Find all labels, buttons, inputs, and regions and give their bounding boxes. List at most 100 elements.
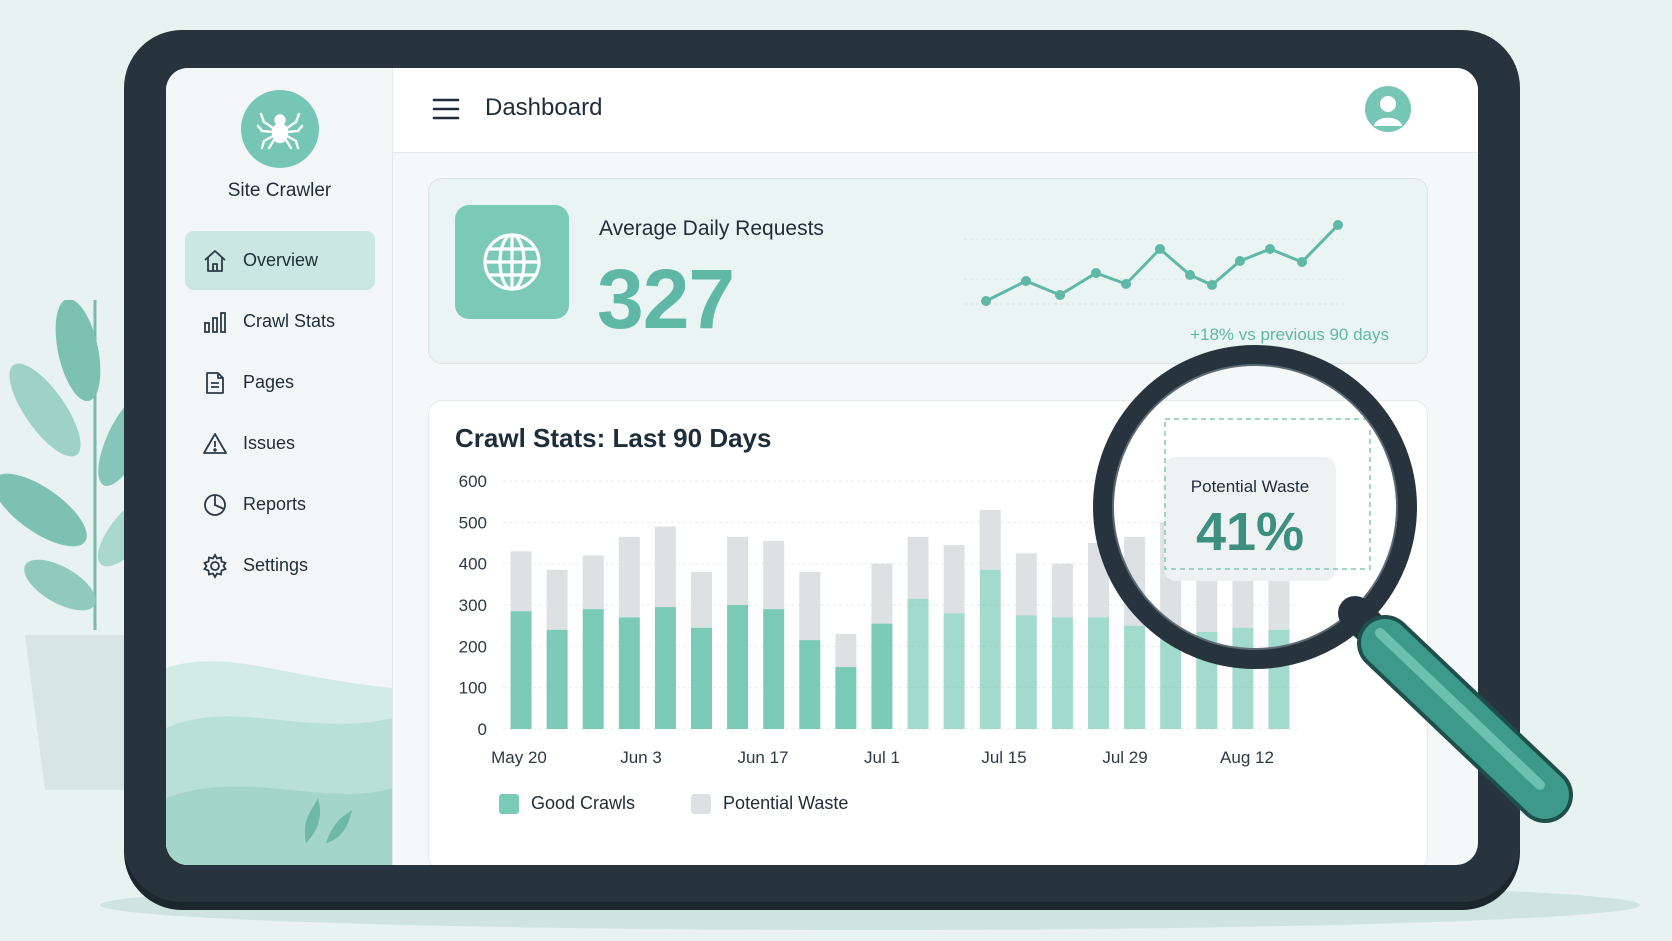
sidebar-item-label: Settings [243,555,309,575]
x-tick-label: Jul 1 [864,748,900,767]
sidebar-nav: Overview Crawl Stats Pages Issues [185,231,375,597]
sparkline-point [1021,276,1031,286]
x-tick-label: Jul 29 [1102,748,1147,767]
bar-good-crawls [907,598,929,729]
bar-good-crawls [654,607,676,729]
pie-chart-icon [201,491,229,519]
legend-item-good[interactable]: Good Crawls [499,793,635,814]
bar-potential-waste [654,526,676,608]
app-name: Site Crawler [227,180,332,201]
sparkline-point [1055,290,1065,300]
x-tick-label: Jun 17 [737,748,788,767]
x-tick-label: Jul 15 [981,748,1026,767]
globe-icon [455,205,569,319]
bar-potential-waste [799,571,821,641]
bar-good-crawls [799,640,821,729]
sparkline-point [1185,270,1195,280]
chart-legend: Good Crawls Potential Waste [499,793,904,814]
top-header: Dashboard [393,68,1478,153]
sidebar-item-overview[interactable]: Overview [185,231,375,290]
home-icon [201,247,229,275]
sidebar-item-crawl-stats[interactable]: Crawl Stats [185,292,375,351]
sidebar-item-pages[interactable]: Pages [185,353,375,412]
sidebar-item-label: Reports [243,494,307,514]
y-tick-label: 100 [459,679,487,698]
sidebar-item-settings[interactable]: Settings [185,536,375,595]
bar-good-crawls [727,605,749,729]
legend-item-waste[interactable]: Potential Waste [691,793,848,814]
y-tick-label: 400 [459,555,487,574]
sparkline-point [1333,220,1343,230]
callout-value: 41% [1195,502,1305,562]
bar-good-crawls [1124,625,1146,729]
bar-good-crawls [1160,629,1182,729]
sidebar-item-reports[interactable]: Reports [185,475,375,534]
sidebar-item-label: Overview [243,250,319,270]
bar-potential-waste [727,536,749,605]
sparkline-line [985,223,1340,303]
x-tick-label: Aug 12 [1220,748,1274,767]
y-tick-label: 200 [459,637,487,656]
sparkline-point [1265,244,1275,254]
bar-good-crawls [546,629,568,729]
x-tick-label: Jun 3 [620,748,662,767]
legend-swatch-waste [691,793,712,814]
potential-waste-callout: Potential Waste 41% [1164,457,1336,581]
stat-value: 327 [597,252,735,346]
y-tick-label: 500 [459,513,487,532]
legend-swatch-good [499,793,519,814]
sidebar-item-label: Issues [243,433,296,453]
sidebar-item-label: Pages [243,372,295,392]
stat-change: +18% vs previous 90 days [1190,325,1389,344]
stat-label: Average Daily Requests [599,217,824,240]
bar-potential-waste [1015,553,1037,616]
average-requests-card: Average Daily Requests 327 +18% vs previ… [428,178,1428,364]
bar-chart-icon [201,308,229,336]
bar-good-crawls [871,623,893,729]
bar-potential-waste [691,571,712,628]
document-icon [201,369,229,397]
callout-label: Potential Waste [1190,477,1310,496]
sparkline-point [1091,268,1101,278]
bar-good-crawls [1051,617,1073,729]
sparkline-point [1235,256,1245,266]
bar-potential-waste [943,545,965,614]
sparkline-point [981,296,991,306]
y-tick-label: 0 [478,720,487,739]
bar-good-crawls [618,617,640,729]
sparkline-point [1121,279,1131,289]
sidebar-item-issues[interactable]: Issues [185,414,375,473]
y-tick-label: 600 [459,472,487,491]
bar-good-crawls [510,611,532,729]
bar-potential-waste [871,563,893,624]
bar-good-crawls [1015,615,1037,729]
chart-title: Crawl Stats: Last 90 Days [455,423,772,453]
warning-icon [201,430,229,458]
spider-logo-icon [241,90,319,168]
gear-icon [201,552,229,580]
y-tick-label: 300 [459,596,487,615]
page-title: Dashboard [485,94,603,121]
bar-good-crawls [1088,617,1109,729]
bar-good-crawls [763,609,785,729]
bar-good-crawls [943,613,965,729]
sidebar: Site Crawler Overview Crawl Stats Pages [166,68,393,865]
bar-potential-waste [582,555,604,610]
bar-potential-waste [835,633,857,667]
bar-good-crawls [979,569,1001,729]
hills-illustration [166,661,392,865]
sparkline [964,220,1344,306]
bar-potential-waste [1051,563,1073,618]
sparkline-point [1297,257,1307,267]
sidebar-item-label: Crawl Stats [243,311,336,331]
x-tick-label: May 20 [491,748,547,767]
user-avatar-icon[interactable] [1365,86,1411,132]
screen: Site Crawler Overview Crawl Stats Pages [166,68,1478,865]
legend-label: Good Crawls [531,793,636,813]
legend-label: Potential Waste [723,793,849,813]
menu-icon[interactable] [431,96,461,122]
bar-good-crawls [691,627,712,729]
bar-potential-waste [763,540,785,610]
sparkline-point [1155,244,1165,254]
magnifier-icon [1093,345,1573,823]
